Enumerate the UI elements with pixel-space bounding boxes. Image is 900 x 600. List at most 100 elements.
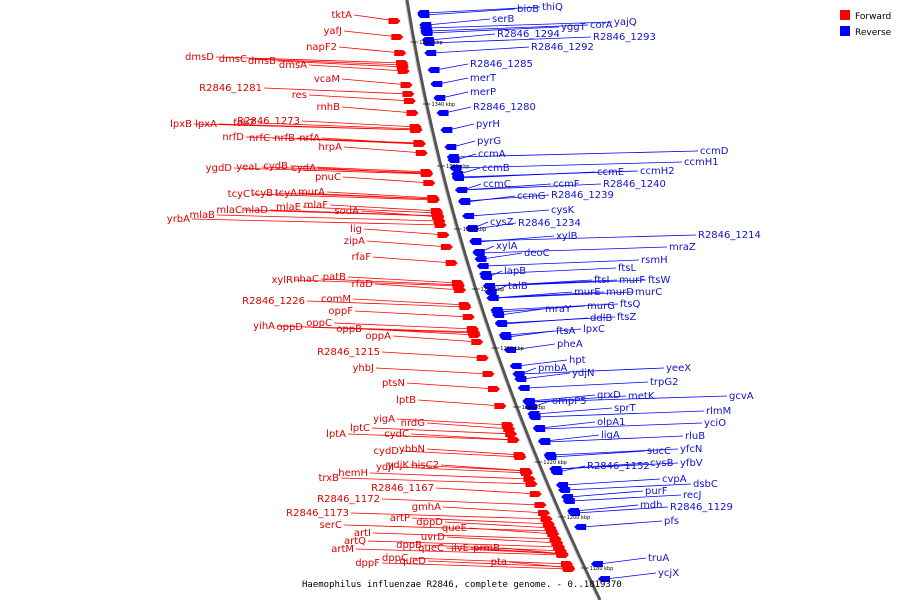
reverse-gene-feature (433, 95, 446, 101)
forward-gene-label: ilvE (451, 543, 469, 554)
forward-gene-label: nrfD (222, 132, 244, 143)
reverse-gene-feature (424, 50, 437, 56)
reverse-connector (540, 421, 596, 429)
forward-connector (347, 276, 460, 284)
forward-connector (411, 517, 551, 525)
forward-connector (381, 498, 543, 506)
forward-gene-label: oppA (365, 331, 391, 342)
forward-connector (317, 167, 430, 175)
reverse-gene-label: R2846_1280 (473, 102, 536, 113)
reverse-connector (536, 410, 705, 418)
forward-connector (350, 512, 549, 520)
reverse-connector (430, 36, 592, 44)
forward-gene-label: dmsB (248, 56, 276, 67)
forward-connector (363, 228, 446, 236)
reverse-connector (463, 183, 602, 191)
reverse-connector (432, 46, 530, 54)
forward-gene-label: dppC (382, 553, 408, 564)
reverse-gene-label: ydjN (572, 368, 595, 379)
reverse-gene-feature (509, 363, 522, 369)
reverse-connector (545, 434, 600, 442)
legend-reverse-label: Reverse (855, 28, 892, 38)
reverse-gene-label: yfcN (680, 444, 702, 455)
forward-gene-label: dppD (416, 517, 443, 528)
forward-gene-feature (409, 124, 422, 130)
forward-gene-feature (507, 437, 520, 443)
forward-connector (304, 326, 477, 334)
reverse-connector (435, 63, 469, 71)
reverse-gene-label: recJ (683, 490, 702, 501)
reverse-gene-label: mraY (545, 304, 572, 315)
forward-gene-label: R2846_1167 (371, 483, 434, 494)
reverse-connector (546, 435, 684, 443)
forward-gene-label: R2846_1226 (242, 296, 305, 307)
forward-gene-feature (494, 403, 507, 409)
forward-connector (409, 557, 569, 565)
reverse-connector (427, 21, 613, 29)
forward-connector (306, 300, 468, 308)
reverse-gene-label: talB (508, 281, 528, 292)
reverse-gene-feature (574, 524, 587, 530)
reverse-gene-label: ftsZ (617, 312, 636, 323)
reverse-connector (459, 171, 596, 179)
forward-connector (263, 87, 411, 95)
forward-connector (375, 367, 491, 375)
reverse-gene-label: ccmF (553, 179, 580, 190)
reverse-gene-label: grxD (597, 390, 621, 401)
reverse-connector (482, 252, 523, 260)
forward-connector (400, 450, 523, 458)
reverse-gene-label: R2846_1239 (551, 190, 614, 201)
forward-connector (392, 335, 480, 343)
scale-tick-label: 1180 kbp (590, 566, 614, 572)
reverse-connector (582, 520, 663, 528)
forward-gene-feature (432, 214, 445, 220)
reverse-gene-feature (476, 263, 489, 269)
forward-gene-label: hemH (338, 468, 368, 479)
forward-gene-feature (413, 141, 426, 147)
reverse-gene-label: trpG2 (650, 377, 679, 388)
forward-connector (347, 433, 516, 441)
forward-gene-label: R2846_1173 (286, 508, 349, 519)
forward-gene-feature (462, 314, 475, 320)
reverse-gene-feature (444, 144, 457, 150)
forward-connector (340, 477, 534, 485)
forward-gene-label: mlaB (189, 210, 215, 221)
reverse-gene-label: cysZ (490, 217, 514, 228)
forward-connector (333, 322, 475, 330)
reverse-gene-label: xylB (556, 231, 578, 242)
forward-connector (442, 506, 547, 514)
forward-connector (342, 176, 432, 184)
forward-connector (298, 192, 436, 200)
reverse-gene-feature (482, 283, 495, 289)
forward-gene-label: yafJ (323, 26, 342, 37)
forward-connector (444, 521, 553, 529)
forward-connector (343, 146, 424, 154)
forward-connector (218, 123, 419, 131)
forward-gene-label: dmsC (219, 54, 247, 65)
reverse-gene-label: murD (606, 287, 634, 298)
reverse-gene-feature (486, 295, 499, 301)
scale-tick-label: 1360 kbp (419, 40, 443, 46)
reverse-gene-label: ccmH2 (640, 166, 675, 177)
forward-connector (363, 328, 477, 336)
forward-gene-label: gmhA (412, 502, 441, 513)
reverse-gene-feature (538, 439, 551, 445)
forward-gene-label: artI (354, 528, 371, 539)
scale-tick-label: 1300 kbp (463, 227, 487, 233)
reverse-connector (425, 8, 516, 16)
forward-connector (501, 547, 565, 555)
forward-gene-label: dmsD (185, 52, 214, 63)
forward-gene-label: tcyA (275, 188, 297, 199)
forward-gene-label: cydB (263, 161, 288, 172)
forward-gene-label: pnuC (315, 172, 341, 183)
reverse-connector (569, 490, 644, 498)
forward-gene-feature (394, 50, 407, 56)
reverse-gene-label: R2846_1214 (698, 230, 761, 241)
reverse-gene-feature (469, 238, 482, 244)
reverse-gene-label: cvpA (662, 474, 687, 485)
forward-gene-feature (458, 302, 471, 308)
reverse-gene-feature (558, 487, 571, 493)
forward-gene-label: serC (320, 520, 342, 531)
forward-connector (374, 283, 463, 291)
genome-backbone (405, 0, 602, 600)
